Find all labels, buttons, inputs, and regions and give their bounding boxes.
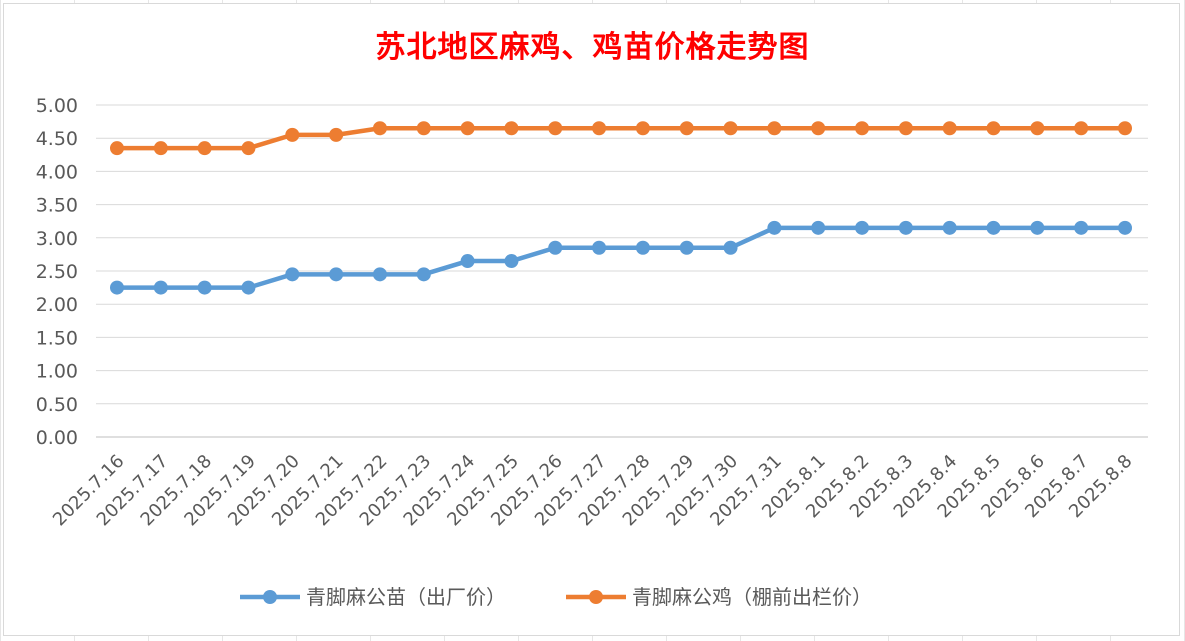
data-point bbox=[372, 267, 387, 282]
chart-area[interactable] bbox=[3, 3, 1180, 636]
data-point bbox=[811, 121, 826, 136]
data-point bbox=[153, 141, 168, 156]
data-point bbox=[460, 121, 475, 136]
data-point bbox=[285, 267, 300, 282]
data-point bbox=[679, 240, 694, 255]
data-point bbox=[635, 121, 650, 136]
legend-label: 青脚麻公鸡（棚前出栏价） bbox=[632, 585, 872, 609]
data-point bbox=[723, 240, 738, 255]
data-point bbox=[898, 121, 913, 136]
data-point bbox=[1030, 121, 1045, 136]
series-lines bbox=[110, 121, 1132, 295]
data-point bbox=[811, 220, 826, 235]
y-tick-label: 4.50 bbox=[36, 128, 78, 150]
data-point bbox=[548, 121, 563, 136]
legend-marker bbox=[263, 590, 277, 604]
series-line bbox=[117, 125, 1125, 151]
series-1 bbox=[110, 220, 1132, 295]
data-point bbox=[110, 280, 124, 295]
data-point bbox=[986, 220, 1001, 235]
data-point bbox=[679, 121, 694, 136]
legend-marker bbox=[589, 590, 603, 604]
series-line bbox=[117, 225, 1125, 290]
y-tick-label: 0.50 bbox=[36, 394, 78, 416]
data-point bbox=[197, 141, 212, 156]
y-tick-label: 4.00 bbox=[36, 161, 78, 183]
data-point bbox=[1118, 121, 1132, 136]
data-point bbox=[460, 254, 475, 269]
data-point bbox=[241, 141, 256, 156]
data-point bbox=[592, 121, 607, 136]
data-point bbox=[504, 254, 519, 269]
data-point bbox=[504, 121, 519, 136]
data-point bbox=[898, 220, 913, 235]
legend-entry: 青脚麻公鸡（棚前出栏价） bbox=[566, 585, 872, 609]
data-point bbox=[986, 121, 1001, 136]
data-point bbox=[942, 121, 957, 136]
data-point bbox=[592, 240, 607, 255]
x-axis-tick-labels: 2025.7.162025.7.172025.7.182025.7.192025… bbox=[49, 451, 1137, 531]
legend-label: 青脚麻公苗（出厂价） bbox=[306, 585, 506, 609]
data-point bbox=[241, 280, 256, 295]
data-point bbox=[723, 121, 738, 136]
gridlines bbox=[96, 104, 1148, 438]
data-point bbox=[110, 141, 124, 156]
data-point bbox=[372, 121, 387, 136]
y-tick-label: 3.00 bbox=[36, 228, 78, 250]
data-point bbox=[548, 240, 563, 255]
series-2 bbox=[110, 121, 1132, 156]
data-point bbox=[197, 280, 212, 295]
legend: 青脚麻公苗（出厂价） 青脚麻公鸡（棚前出栏价） bbox=[240, 585, 872, 609]
data-point bbox=[416, 121, 431, 136]
y-tick-label: 5.00 bbox=[36, 95, 78, 117]
data-point bbox=[855, 220, 870, 235]
data-point bbox=[855, 121, 870, 136]
legend-entry: 青脚麻公苗（出厂价） bbox=[240, 585, 506, 609]
data-point bbox=[285, 127, 300, 142]
y-axis-tick-labels: 0.00 0.50 1.00 1.50 2.00 2.50 3.00 3.50 4.00 4.50… bbox=[36, 95, 78, 449]
data-point bbox=[1074, 121, 1089, 136]
data-point bbox=[767, 121, 782, 136]
chart-title: 苏北地区麻鸡、鸡苗价格走势图 bbox=[375, 30, 810, 65]
data-point bbox=[329, 127, 344, 142]
data-point bbox=[1030, 220, 1045, 235]
data-point bbox=[635, 240, 650, 255]
y-tick-label: 1.00 bbox=[36, 361, 78, 383]
data-point bbox=[329, 267, 344, 282]
y-tick-label: 1.50 bbox=[36, 327, 78, 349]
data-point bbox=[767, 220, 782, 235]
data-point bbox=[416, 267, 431, 282]
y-tick-label: 0.00 bbox=[36, 427, 78, 449]
data-point bbox=[1074, 220, 1089, 235]
data-point bbox=[1118, 220, 1132, 235]
y-tick-label: 2.00 bbox=[36, 294, 78, 316]
data-point bbox=[942, 220, 957, 235]
y-tick-label: 3.50 bbox=[36, 195, 78, 217]
y-tick-label: 2.50 bbox=[36, 261, 78, 283]
data-point bbox=[153, 280, 168, 295]
